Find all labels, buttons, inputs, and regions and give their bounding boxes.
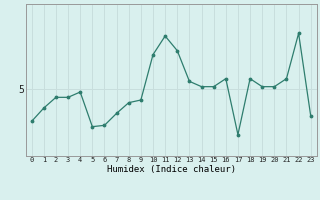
X-axis label: Humidex (Indice chaleur): Humidex (Indice chaleur) (107, 165, 236, 174)
